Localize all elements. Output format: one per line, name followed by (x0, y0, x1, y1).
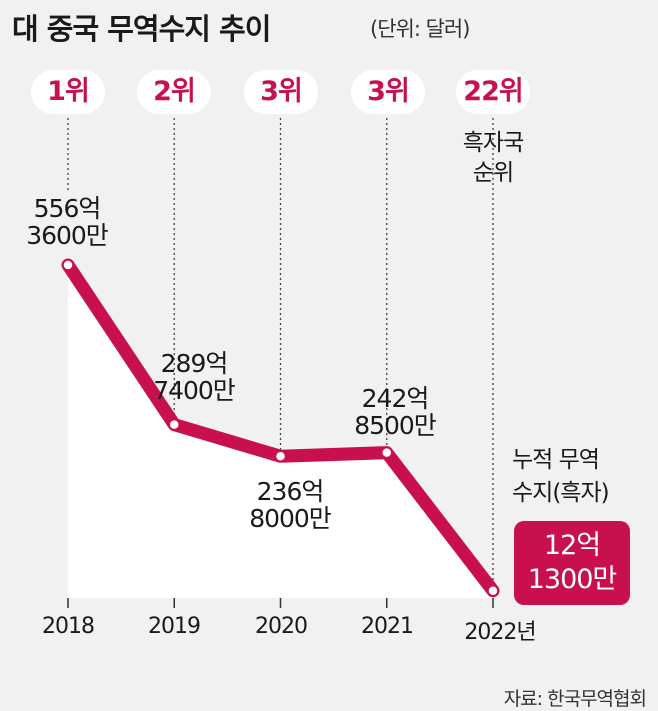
data-point (62, 259, 74, 271)
cumulative-value-box: 12억 1300만 (514, 521, 630, 605)
rank-badge: 22위 (456, 70, 530, 114)
rank-badge: 3위 (244, 70, 318, 114)
rank-badge: 3위 (351, 70, 425, 114)
data-point (274, 450, 287, 463)
data-label-2021: 242억 8500만 (354, 384, 437, 440)
rank-badge: 2위 (137, 70, 211, 114)
rank-caption: 흑자국 순위 (462, 130, 524, 186)
x-tick-label: 2018 (42, 614, 95, 639)
unit-label: (단위: 달러) (370, 17, 470, 41)
data-point (381, 446, 393, 459)
area-fill (68, 265, 493, 598)
chart-title: 대 중국 무역수지 추이 (12, 12, 271, 46)
x-tick-label: 2021 (361, 614, 414, 639)
data-point (487, 584, 499, 597)
source-note: 자료: 한국무역협회 (503, 688, 647, 710)
x-tick-label: 2020 (255, 614, 308, 639)
data-label-2020: 236억 8000만 (249, 477, 332, 533)
x-tick-label: 2022년 (464, 620, 536, 645)
cumulative-note: 누적 무역 수지(흑자) (512, 447, 610, 506)
x-tick-label: 2019 (148, 614, 201, 639)
data-label-2019: 289억 7400만 (153, 349, 236, 405)
data-point (168, 418, 180, 431)
rank-badge: 1위 (31, 70, 105, 114)
data-label-2018: 556억 3600만 (26, 194, 109, 250)
